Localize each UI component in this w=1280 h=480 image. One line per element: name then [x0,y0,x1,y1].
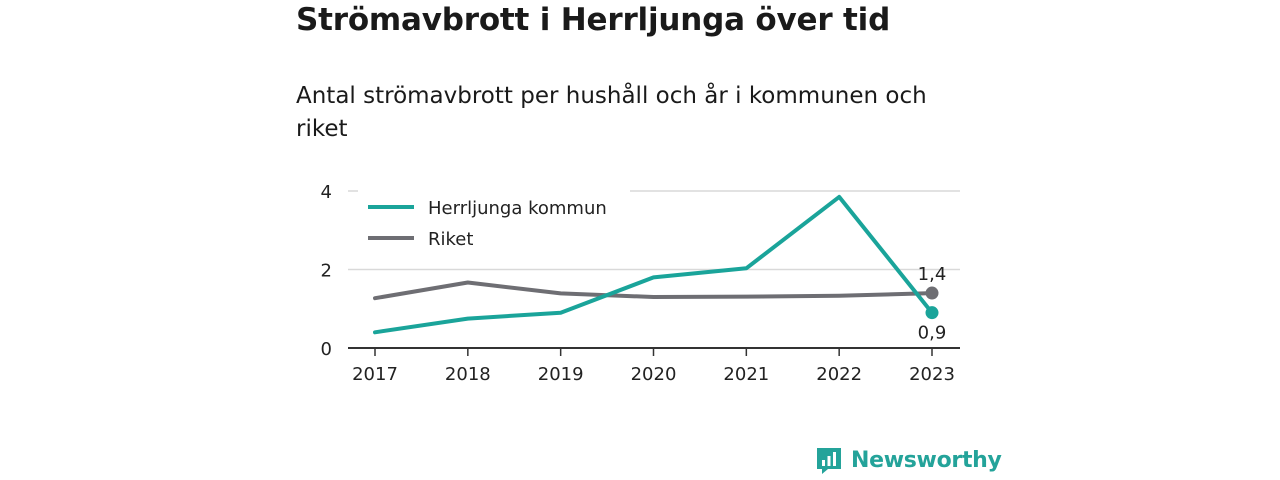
series-lines [373,194,934,335]
brand-name: Newsworthy [851,447,1002,473]
end-point-herrljunga [925,306,939,320]
legend: Herrljunga kommun Riket [358,190,630,258]
y-tick-label: 0 [321,339,332,360]
x-tick-label: 2018 [445,364,491,385]
legend-label-riket: Riket [428,229,473,250]
end-label-riket: 1,4 [918,264,947,285]
legend-background [358,190,630,258]
newsworthy-logo-icon [817,448,841,474]
brand: Newsworthy [815,446,1002,474]
series-line-riket [373,280,934,301]
y-tick-label: 2 [321,261,332,282]
end-point-riket [925,286,939,300]
series-line-herrljunga [373,194,934,335]
x-tick-label: 2021 [723,364,769,385]
legend-label-herrljunga: Herrljunga kommun [428,198,607,219]
x-tick-marks [374,348,933,356]
x-tick-label: 2023 [909,364,955,385]
end-points [925,286,939,320]
x-tick-label: 2017 [352,364,398,385]
x-tick-labels: 2017 2018 2019 2020 2021 2022 2023 [352,364,955,385]
x-tick-label: 2019 [538,364,584,385]
x-tick-label: 2022 [816,364,862,385]
end-label-herrljunga: 0,9 [918,323,947,344]
y-tick-label: 4 [321,182,332,203]
end-labels: 1,4 0,9 [918,264,947,344]
chart-subtitle: Antal strömavbrott per hushåll och år i … [296,83,927,142]
x-tick-label: 2020 [631,364,677,385]
chart-title: Strömavbrott i Herrljunga över tid [296,2,891,38]
y-tick-labels: 0 2 4 [321,182,332,360]
